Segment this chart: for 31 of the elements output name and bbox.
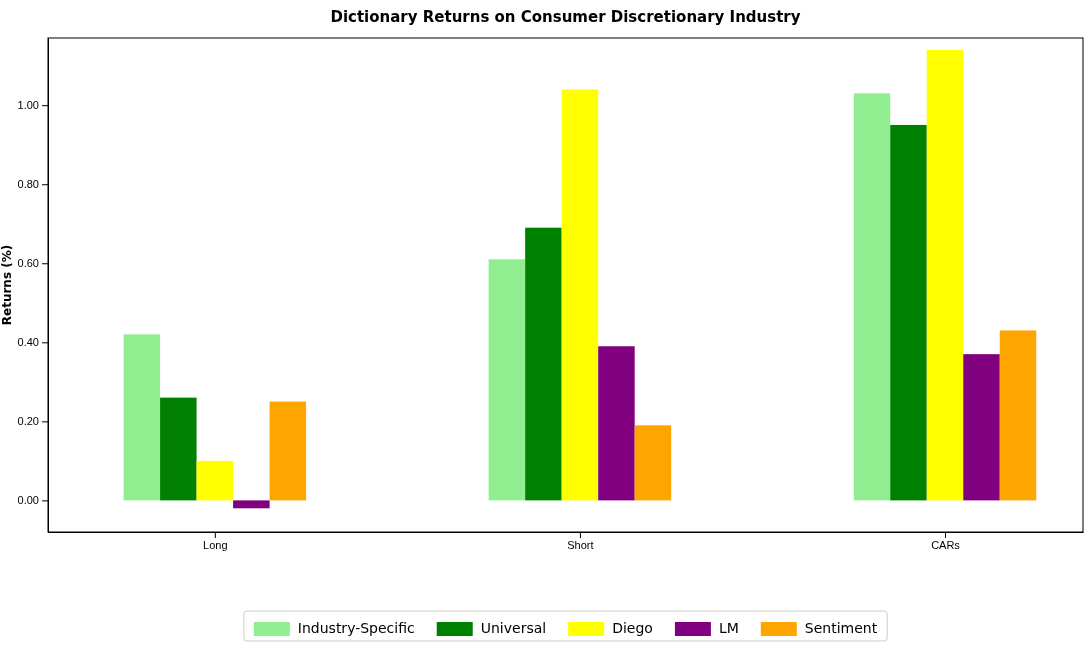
y-axis-title: Returns (%) <box>0 244 14 326</box>
y-tick-label: 1.00 <box>17 99 39 112</box>
chart-title: Dictionary Returns on Consumer Discretionary Industry <box>330 8 801 26</box>
bar <box>233 500 270 509</box>
bar <box>160 397 197 501</box>
y-tick-label: 0.20 <box>17 415 39 428</box>
bar <box>269 401 307 501</box>
bar <box>123 334 161 501</box>
bar <box>196 460 234 501</box>
bar <box>853 93 891 501</box>
bar <box>999 330 1037 501</box>
x-tick-label: CARs <box>931 538 961 551</box>
legend-label: Diego <box>612 620 653 636</box>
y-tick-label: 0.40 <box>17 336 39 349</box>
x-tick-label: Short <box>567 538 594 551</box>
bar <box>926 49 964 501</box>
bar <box>634 425 672 501</box>
bar <box>890 124 927 501</box>
legend-label: Industry-Specific <box>297 620 415 636</box>
bar <box>561 89 599 501</box>
bar <box>598 346 635 501</box>
bar <box>488 259 526 501</box>
y-tick-label: 0.60 <box>17 257 39 270</box>
bar <box>525 227 562 501</box>
bar <box>963 354 1000 501</box>
legend-label: Sentiment <box>804 620 878 636</box>
legend-label: LM <box>718 620 739 636</box>
legend-label: Universal <box>480 620 547 636</box>
y-tick-label: 0.00 <box>17 494 39 507</box>
y-tick-label: 0.80 <box>17 178 39 191</box>
x-tick-label: Long <box>203 538 228 551</box>
